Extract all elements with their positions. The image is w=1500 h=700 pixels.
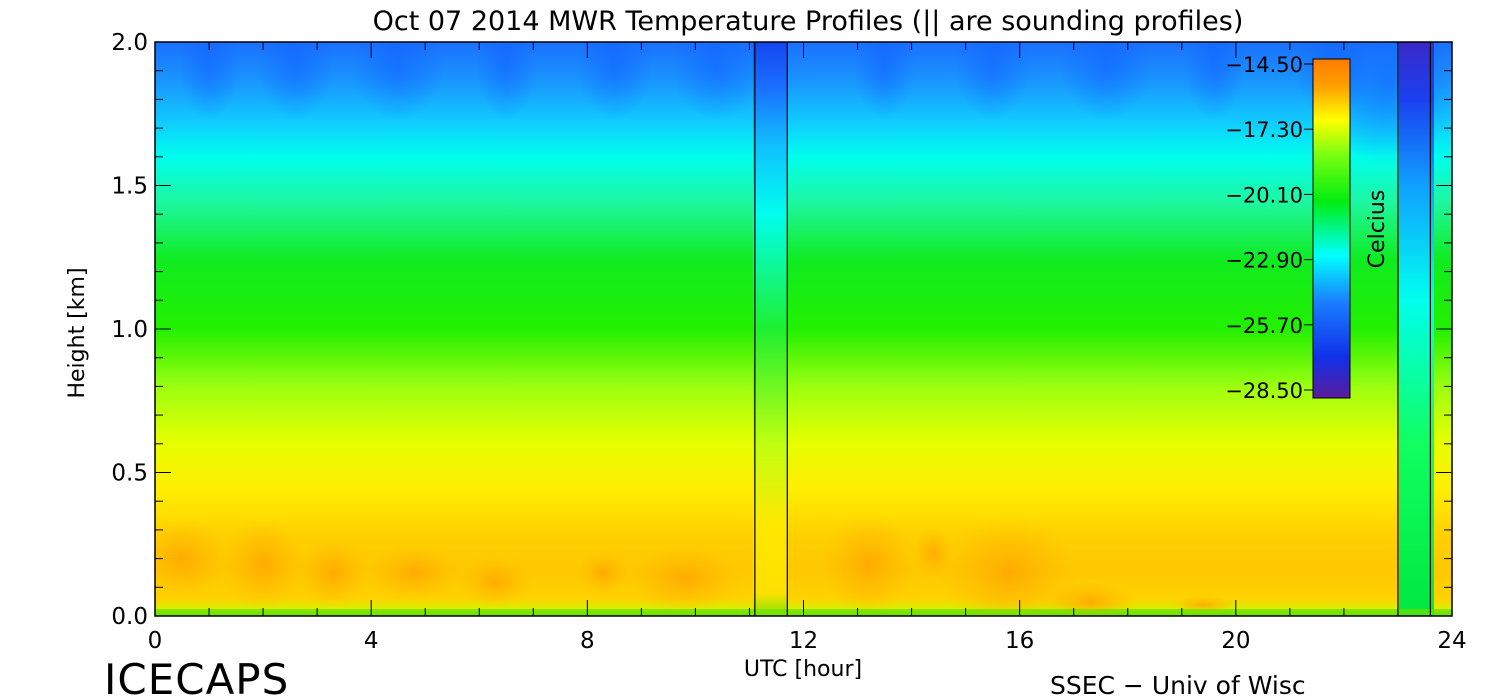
warm-anomaly: [155, 518, 231, 599]
warm-anomaly: [365, 544, 464, 602]
sounding-markers: [754, 42, 1431, 616]
cold-anomaly: [954, 42, 1031, 120]
footer-right-credit: SSEC − Univ of Wisc: [1050, 671, 1306, 700]
x-axis-label: UTC [hour]: [744, 657, 862, 682]
y-axis-label: Height [km]: [65, 267, 90, 398]
heatmap-field: [155, 42, 1452, 616]
colorbar-tick-label: −20.10: [1225, 183, 1303, 207]
x-tick-label: 12: [789, 628, 818, 654]
chart-title: Oct 07 2014 MWR Temperature Profiles (||…: [373, 6, 1244, 37]
colorbar-tick-label: −28.50: [1225, 379, 1303, 403]
colorbar-tick-label: −22.90: [1225, 249, 1303, 273]
cold-anomaly: [476, 42, 537, 120]
colorbar-tick-label: −25.70: [1225, 314, 1303, 338]
x-tick-label: 20: [1221, 628, 1250, 654]
cold-anomaly: [257, 42, 334, 120]
cold-anomaly: [854, 42, 915, 120]
warm-anomaly: [911, 527, 955, 579]
warm-anomaly: [625, 544, 745, 614]
warm-anomaly: [819, 512, 917, 616]
x-axis: 0 4 8 12 16 20 24: [148, 42, 1467, 654]
cold-anomaly: [671, 42, 764, 120]
heatmap-background: [155, 42, 1452, 616]
y-tick-label: 1.0: [111, 317, 148, 343]
cold-anomaly: [576, 42, 653, 120]
y-tick-label: 0.5: [111, 461, 148, 487]
warm-anomaly: [1041, 581, 1139, 616]
colorbar-ticks: −14.50 −17.30 −20.10 −22.90 −25.70 −28.50: [1225, 53, 1313, 403]
colorbar: −14.50 −17.30 −20.10 −22.90 −25.70 −28.50 Cel…: [1225, 53, 1390, 403]
x-tick-label: 4: [364, 628, 379, 654]
warm-anomaly: [1170, 595, 1236, 614]
colorbar-tick-label: −17.30: [1225, 118, 1303, 142]
x-tick-label: 16: [1005, 628, 1034, 654]
sounding-gap-1: [753, 42, 787, 616]
cold-anomaly: [179, 42, 240, 120]
colorbar-label: Celcius: [1365, 190, 1390, 269]
colorbar-gradient: [1312, 58, 1351, 399]
x-tick-label: 24: [1437, 628, 1466, 654]
sounding-gap-2: [1399, 42, 1434, 616]
y-tick-label: 1.5: [111, 174, 148, 200]
cold-anomaly: [1060, 42, 1153, 120]
warm-anomaly: [576, 549, 631, 596]
cold-anomaly: [1184, 42, 1245, 120]
warm-anomaly: [295, 538, 372, 608]
cold-anomaly: [352, 42, 445, 120]
warm-anomalies: [155, 512, 1236, 616]
warm-anomaly: [938, 515, 1080, 616]
x-tick-label: 0: [148, 628, 163, 654]
y-axis: 0.0 0.5 1.0 1.5 2.0: [111, 30, 1452, 630]
warm-anomaly: [457, 555, 534, 608]
y-tick-label: 2.0: [111, 30, 148, 56]
y-tick-label: 0.0: [111, 604, 148, 630]
warm-anomaly: [219, 518, 307, 611]
x-tick-label: 8: [580, 628, 595, 654]
colorbar-tick-label: −14.50: [1225, 53, 1303, 77]
footer-left-logo-text: ICECAPS: [104, 655, 289, 700]
